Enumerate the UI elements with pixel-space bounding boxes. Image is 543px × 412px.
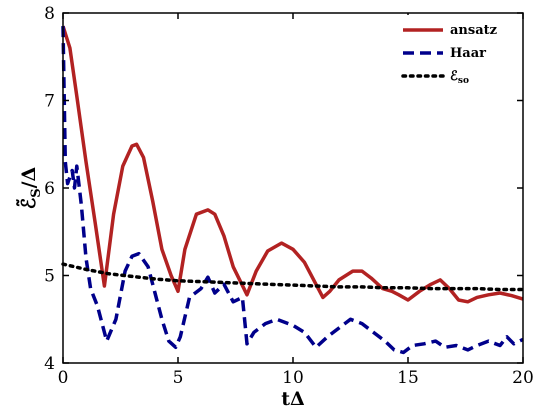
legend-label-haar: Haar xyxy=(450,46,486,61)
svg-text:ℰ̃S/Δ: ℰ̃S/Δ xyxy=(16,166,44,209)
x-axis-label: tΔ xyxy=(281,388,305,410)
ticks-layer: 0 5 10 15 20 4 5 6 7 8 xyxy=(44,4,534,388)
legend-label-ansatz: ansatz xyxy=(450,23,497,38)
x-tick-label-2: 10 xyxy=(282,368,304,388)
y-tick-label-4: 8 xyxy=(44,4,55,24)
y-tick-label-1: 5 xyxy=(44,267,55,287)
series-line-0 xyxy=(61,25,524,304)
x-tick-label-0: 0 xyxy=(58,368,69,388)
y-axis-label: ℰ̃S/Δ xyxy=(16,166,44,209)
y-tick-label-0: 4 xyxy=(44,354,55,374)
x-tick-label-3: 15 xyxy=(397,368,419,388)
y-axis-label-sub: S xyxy=(29,188,44,197)
series-line-1 xyxy=(61,26,524,355)
x-tick-label-4: 20 xyxy=(512,368,534,388)
x-tick-label-1: 5 xyxy=(173,368,184,388)
y-axis-label-main: ℰ̃ xyxy=(16,197,40,209)
series-layer xyxy=(61,25,525,355)
y-tick-label-2: 6 xyxy=(44,179,55,199)
y-tick-label-3: 7 xyxy=(44,92,55,112)
legend-label-eso: ℰso xyxy=(450,69,469,86)
y-axis-label-tail: /Δ xyxy=(18,166,40,188)
legend: ansatz Haar ℰso xyxy=(398,15,521,87)
series-line-2 xyxy=(61,262,525,292)
